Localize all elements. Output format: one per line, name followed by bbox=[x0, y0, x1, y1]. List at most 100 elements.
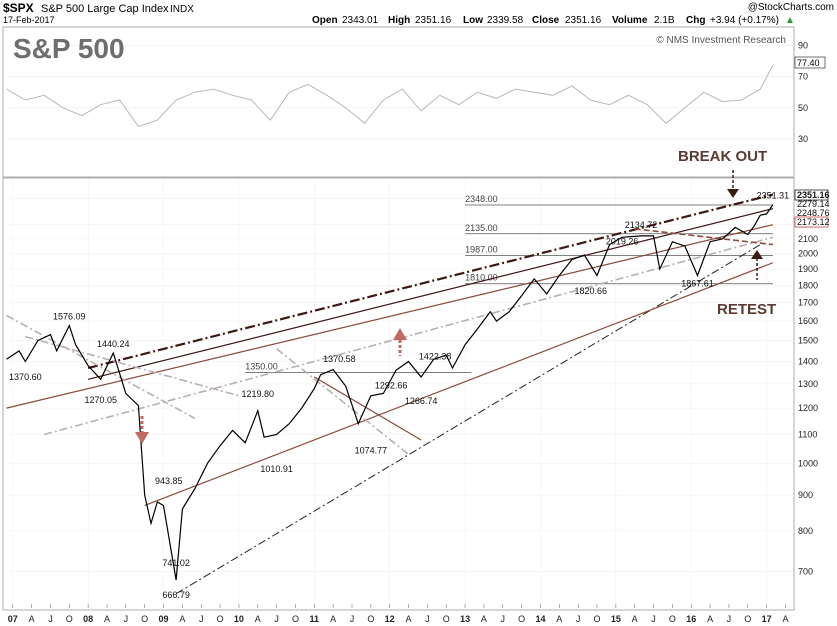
x-tick-label: O bbox=[669, 614, 676, 624]
data-point-label: 943.85 bbox=[155, 476, 183, 486]
chg-label: Chg bbox=[686, 15, 705, 26]
data-point-label: 741.02 bbox=[162, 558, 190, 568]
data-point-label: 1422.38 bbox=[419, 352, 452, 362]
price-tick-label: 1700 bbox=[798, 298, 818, 308]
date: 17-Feb-2017 bbox=[3, 15, 55, 25]
x-tick-label: O bbox=[141, 614, 148, 624]
trendline bbox=[43, 236, 774, 436]
x-tick-label: A bbox=[330, 614, 336, 624]
high-value: 2351.16 bbox=[415, 15, 452, 26]
x-tick-label: 13 bbox=[460, 614, 470, 624]
level-label: 2348.00 bbox=[465, 194, 498, 204]
exchange: INDX bbox=[170, 4, 194, 15]
trendline bbox=[6, 314, 196, 420]
trendline bbox=[144, 262, 774, 507]
data-point-label: 1010.91 bbox=[260, 464, 293, 474]
x-tick-label: 07 bbox=[8, 614, 18, 624]
price-frame bbox=[2, 177, 795, 611]
x-tick-label: O bbox=[744, 614, 751, 624]
x-tick-label: 15 bbox=[611, 614, 621, 624]
right-price-label: 2351.16 bbox=[797, 190, 830, 200]
level-label: 2135.00 bbox=[465, 223, 498, 233]
break-out-arrow-icon bbox=[727, 170, 739, 198]
x-tick-label: O bbox=[593, 614, 600, 624]
x-tick-label: 17 bbox=[762, 614, 772, 624]
retest-annotation: RETEST bbox=[717, 301, 776, 318]
rsi-last-value: 77.40 bbox=[797, 58, 820, 68]
data-point-label: 1370.58 bbox=[323, 354, 356, 364]
x-tick-label: O bbox=[518, 614, 525, 624]
open-value: 2343.01 bbox=[342, 15, 379, 26]
rsi-tick-label: 50 bbox=[798, 103, 808, 113]
up-arrow-icon bbox=[393, 328, 407, 356]
data-point-label: 1219.80 bbox=[241, 389, 274, 399]
x-tick-label: O bbox=[217, 614, 224, 624]
data-point-label: 1074.77 bbox=[355, 445, 388, 455]
rsi-tick-label: 90 bbox=[798, 41, 808, 51]
rsi-series-line bbox=[6, 64, 774, 127]
x-tick-label: 08 bbox=[83, 614, 93, 624]
level-label: 1350.00 bbox=[245, 361, 278, 371]
level-label: 1987.00 bbox=[465, 245, 498, 255]
trendline bbox=[634, 228, 773, 246]
x-tick-label: A bbox=[29, 614, 35, 624]
trendline bbox=[87, 193, 774, 370]
price-tick-label: 800 bbox=[798, 526, 813, 536]
x-tick-label: A bbox=[707, 614, 713, 624]
x-tick-label: J bbox=[727, 614, 732, 624]
price-panel: 2348.00 2135.00 1987.00 1810.00 1350.00 1576… bbox=[2, 177, 830, 624]
price-tick-label: 1100 bbox=[798, 429, 817, 439]
volume-label: Volume bbox=[612, 15, 648, 26]
x-tick-label: A bbox=[782, 614, 788, 624]
source: @StockCharts.com bbox=[748, 2, 834, 13]
right-price-label: 2248.76 bbox=[797, 208, 830, 218]
symbol: $SPX bbox=[3, 1, 34, 15]
trendline bbox=[314, 376, 422, 441]
price-tick-label: 1800 bbox=[798, 280, 818, 290]
price-tick-label: 1500 bbox=[798, 336, 818, 346]
x-tick-label: A bbox=[481, 614, 487, 624]
price-tick-label: 1200 bbox=[798, 403, 818, 413]
chg-up-arrow-icon: ▲ bbox=[785, 15, 795, 26]
low-label: Low bbox=[463, 15, 483, 26]
x-tick-label: A bbox=[255, 614, 261, 624]
x-tick-label: 10 bbox=[234, 614, 244, 624]
price-series-line bbox=[6, 204, 774, 581]
x-tick-label: A bbox=[179, 614, 185, 624]
x-tick-label: O bbox=[292, 614, 299, 624]
watermark-title: S&P 500 bbox=[13, 33, 125, 64]
rsi-panel: 30 50 70 90 77.40 S&P 500 © NMS Investment … bbox=[2, 26, 826, 178]
x-tick-label: 09 bbox=[159, 614, 169, 624]
data-point-label: 2134.72 bbox=[625, 220, 658, 230]
rsi-tick-label: 30 bbox=[798, 134, 808, 144]
x-tick-label: O bbox=[367, 614, 374, 624]
close-label: Close bbox=[532, 15, 560, 26]
right-price-label: 2173.12 bbox=[797, 217, 830, 227]
x-tick-label: O bbox=[443, 614, 450, 624]
x-tick-label: 12 bbox=[385, 614, 395, 624]
x-tick-label: A bbox=[406, 614, 412, 624]
x-tick-label: 16 bbox=[686, 614, 696, 624]
x-tick-label: O bbox=[66, 614, 73, 624]
chg-value: +3.94 (+0.17%) bbox=[710, 15, 779, 26]
data-point-label: 666.79 bbox=[162, 590, 190, 600]
x-tick-label: J bbox=[651, 614, 656, 624]
price-tick-label: 1900 bbox=[798, 264, 818, 274]
x-tick-label: 14 bbox=[535, 614, 545, 624]
price-label-box bbox=[794, 189, 829, 201]
open-label: Open bbox=[312, 15, 338, 26]
trendline bbox=[88, 208, 774, 380]
rsi-last-value-box bbox=[794, 56, 826, 69]
trendline bbox=[6, 224, 774, 409]
data-point-label: 1576.09 bbox=[53, 312, 86, 322]
x-tick-label: A bbox=[104, 614, 110, 624]
x-tick-label: J bbox=[501, 614, 506, 624]
price-tick-label: 2100 bbox=[798, 234, 818, 244]
index-name: S&P 500 Large Cap Index bbox=[41, 3, 169, 15]
data-point-label: 1867.61 bbox=[681, 278, 714, 288]
x-tick-label: A bbox=[632, 614, 638, 624]
close-value: 2351.16 bbox=[565, 15, 602, 26]
price-tick-label: 1400 bbox=[798, 356, 818, 366]
rsi-tick-label: 70 bbox=[798, 72, 808, 82]
